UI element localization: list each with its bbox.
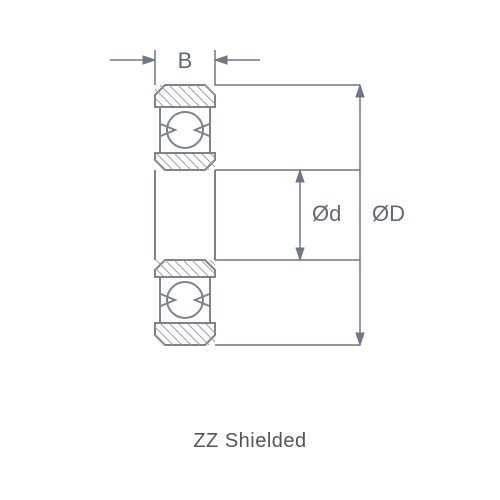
bearing-lower-half (155, 260, 215, 345)
dim-label-d: Ød (312, 201, 341, 226)
bearing-cross-section-svg: B Ød ØD (0, 0, 500, 500)
diagram-stage: B Ød ØD ZZ Shielded (0, 0, 500, 500)
diagram-caption: ZZ Shielded (0, 430, 500, 453)
dim-label-D: ØD (372, 201, 405, 226)
dim-label-B: B (178, 48, 193, 73)
bearing-upper-half (155, 85, 215, 170)
